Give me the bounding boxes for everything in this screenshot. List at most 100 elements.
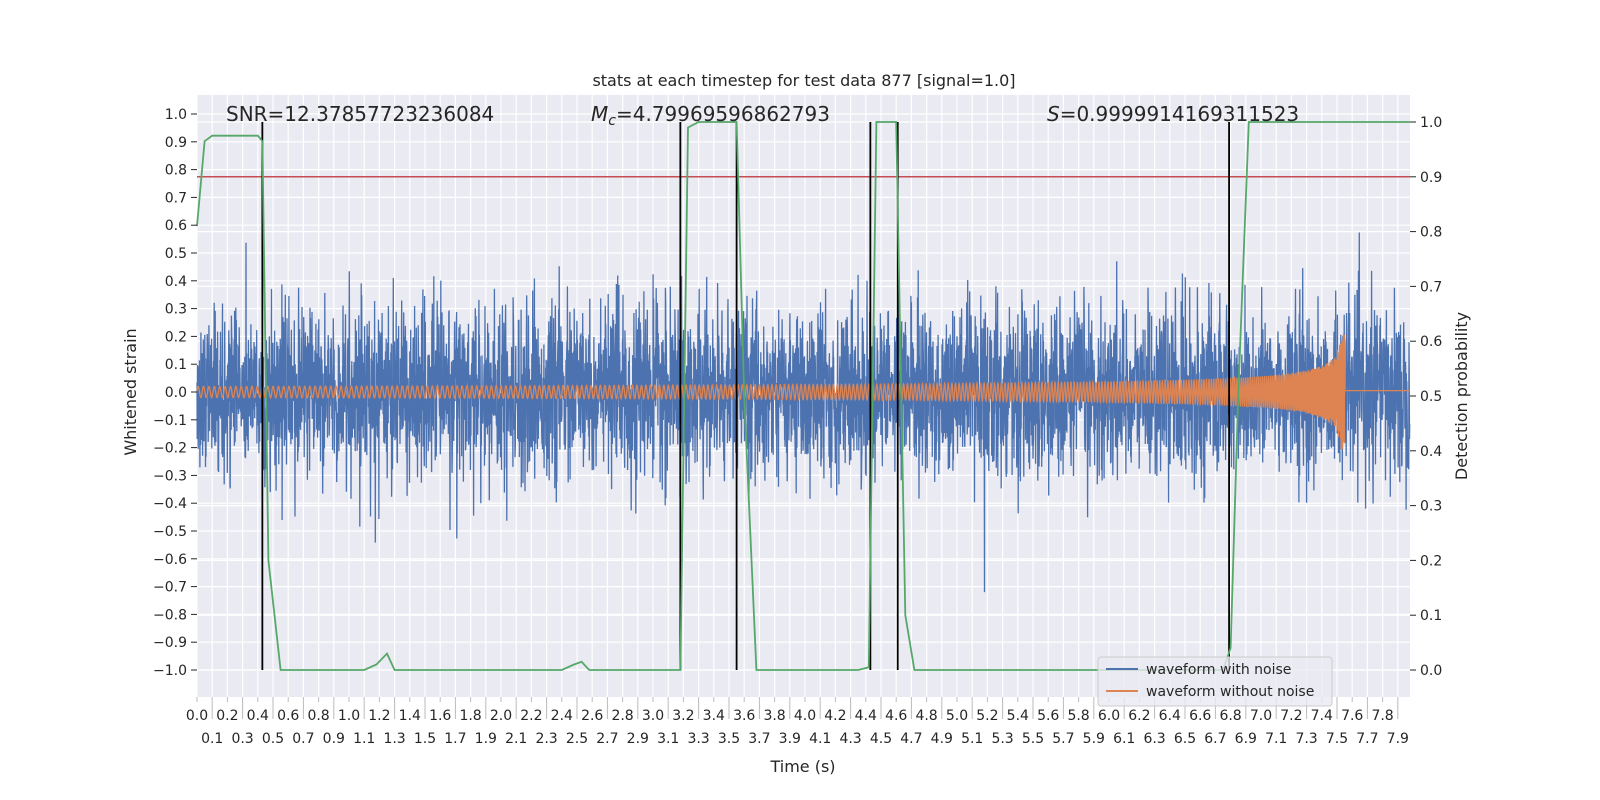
y-tick-label: −0.7	[153, 580, 187, 596]
x-tick-label: 2.7	[596, 731, 618, 747]
s-symbol: S	[1047, 102, 1060, 126]
x-tick-label: 2.4	[551, 708, 573, 724]
x-tick-label: 2.8	[611, 708, 633, 724]
x-tick-label: 1.4	[399, 708, 421, 724]
legend-label-noise: waveform with noise	[1146, 662, 1291, 678]
x-axis-label: Time (s)	[769, 757, 835, 776]
x-tick-label: 0.4	[247, 708, 269, 724]
x-tick-label: 6.2	[1128, 708, 1150, 724]
x-tick-label: 7.8	[1371, 708, 1393, 724]
x-tick-label: 7.1	[1265, 731, 1287, 747]
x-tick-label: 2.0	[490, 708, 512, 724]
ticks: 0.0 0.1 0.2 0.3 0.4 0.5 0.6 0.7 0.8 0.9 1.0 1.1 1.2 1…	[153, 107, 1442, 747]
x-tick-label: 3.9	[779, 731, 801, 747]
x-tick-label: 6.9	[1235, 731, 1257, 747]
y-tick-label: −0.3	[153, 468, 187, 484]
y-tick-label: 0.8	[165, 163, 187, 179]
y-right-tick-label: 0.7	[1420, 279, 1442, 295]
y-right-tick-label: 0.1	[1420, 608, 1442, 624]
x-tick-label: 3.6	[733, 708, 755, 724]
y-right-tick-label: 0.2	[1420, 553, 1442, 569]
y-right-tick-label: 0.3	[1420, 499, 1442, 515]
x-tick-label: 2.3	[535, 731, 557, 747]
mc-value: =4.79969596862793	[616, 102, 830, 126]
y-right-tick-label: 0.6	[1420, 334, 1442, 350]
x-tick-label: 3.2	[672, 708, 694, 724]
x-tick-label: 7.3	[1295, 731, 1317, 747]
x-tick-label: 4.8	[915, 708, 937, 724]
y-right-tick-label: 0.4	[1420, 444, 1442, 460]
x-tick-label: 0.9	[323, 731, 345, 747]
x-tick-label: 0.7	[292, 731, 314, 747]
x-tick-label: 4.1	[809, 731, 831, 747]
mc-symbol: M	[591, 102, 608, 126]
x-tick-label: 4.3	[839, 731, 861, 747]
x-tick-label: 3.8	[763, 708, 785, 724]
x-tick-label: 3.1	[657, 731, 679, 747]
y-right-tick-label: 0.0	[1420, 663, 1442, 679]
x-tick-label: 0.3	[231, 731, 253, 747]
y-right-tick-label: 0.8	[1420, 225, 1442, 241]
x-tick-label: 6.4	[1159, 708, 1181, 724]
legend-label-clean: waveform without noise	[1146, 684, 1314, 700]
x-tick-label: 6.5	[1174, 731, 1196, 747]
x-tick-label: 5.7	[1052, 731, 1074, 747]
x-tick-label: 7.6	[1341, 708, 1363, 724]
x-tick-label: 6.0	[1098, 708, 1120, 724]
y-tick-label: 0.2	[165, 329, 187, 345]
y-tick-label: −0.9	[153, 635, 187, 651]
y-tick-label: −0.6	[153, 552, 187, 568]
x-tick-label: 2.9	[627, 731, 649, 747]
y-tick-label: −0.1	[153, 413, 187, 429]
x-tick-label: 5.8	[1067, 708, 1089, 724]
x-tick-label: 1.8	[459, 708, 481, 724]
mc-subscript: c	[608, 113, 616, 129]
y-tick-label: 0.0	[165, 385, 187, 401]
x-tick-label: 4.5	[870, 731, 892, 747]
y-tick-label: −0.8	[153, 607, 187, 623]
x-tick-label: 2.5	[566, 731, 588, 747]
x-tick-label: 0.6	[277, 708, 299, 724]
x-tick-label: 4.0	[794, 708, 816, 724]
legend-box	[1097, 656, 1333, 707]
y-tick-label: 0.3	[165, 302, 187, 318]
y-tick-label: −0.2	[153, 441, 187, 457]
snr-annotation: SNR=12.37857723236084	[226, 102, 494, 126]
y-tick-label: 0.5	[165, 246, 187, 262]
x-tick-label: 1.1	[353, 731, 375, 747]
y-tick-label: −1.0	[153, 663, 187, 679]
x-tick-label: 4.6	[885, 708, 907, 724]
x-tick-label: 6.3	[1143, 731, 1165, 747]
x-tick-label: 4.2	[824, 708, 846, 724]
y-right-tick-label: 1.0	[1420, 115, 1442, 131]
y-right-axis-label: Detection probability	[1452, 312, 1471, 480]
y-tick-label: 1.0	[165, 107, 187, 123]
x-tick-label: 5.5	[1022, 731, 1044, 747]
y-tick-label: 0.7	[165, 190, 187, 206]
x-tick-label: 5.2	[976, 708, 998, 724]
x-tick-label: 1.7	[444, 731, 466, 747]
x-tick-label: 2.1	[505, 731, 527, 747]
x-tick-label: 1.2	[368, 708, 390, 724]
x-tick-label: 3.7	[748, 731, 770, 747]
x-tick-label: 6.8	[1219, 708, 1241, 724]
x-tick-label: 0.5	[262, 731, 284, 747]
x-tick-label: 5.9	[1083, 731, 1105, 747]
x-tick-label: 5.6	[1037, 708, 1059, 724]
x-tick-label: 6.7	[1204, 731, 1226, 747]
x-tick-label: 1.5	[414, 731, 436, 747]
x-tick-label: 5.4	[1007, 708, 1029, 724]
s-value: =0.9999914169311523	[1060, 102, 1299, 126]
x-tick-label: 1.3	[383, 731, 405, 747]
y-right-tick-label: 0.5	[1420, 389, 1442, 405]
x-tick-label: 1.0	[338, 708, 360, 724]
y-right-tick-label: 0.9	[1420, 170, 1442, 186]
x-tick-label: 7.0	[1250, 708, 1272, 724]
y-tick-label: 0.6	[165, 218, 187, 234]
x-tick-label: 3.5	[718, 731, 740, 747]
x-tick-label: 2.2	[520, 708, 542, 724]
x-tick-label: 0.0	[186, 708, 208, 724]
series-detection-probability	[196, 121, 1410, 671]
y-tick-label: −0.5	[153, 524, 187, 540]
